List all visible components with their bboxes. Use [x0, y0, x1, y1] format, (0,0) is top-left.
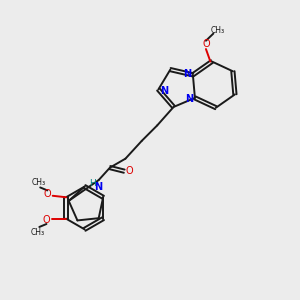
Text: H: H: [89, 178, 95, 188]
Text: N: N: [94, 182, 103, 192]
Text: N: N: [160, 86, 168, 96]
Text: N: N: [185, 94, 194, 103]
Text: CH₃: CH₃: [32, 178, 46, 187]
Text: O: O: [43, 215, 50, 225]
Text: CH₃: CH₃: [211, 26, 225, 34]
Text: N: N: [184, 69, 192, 79]
Text: O: O: [44, 189, 51, 199]
Text: O: O: [125, 166, 133, 176]
Text: CH₃: CH₃: [31, 228, 45, 237]
Text: O: O: [202, 39, 210, 49]
